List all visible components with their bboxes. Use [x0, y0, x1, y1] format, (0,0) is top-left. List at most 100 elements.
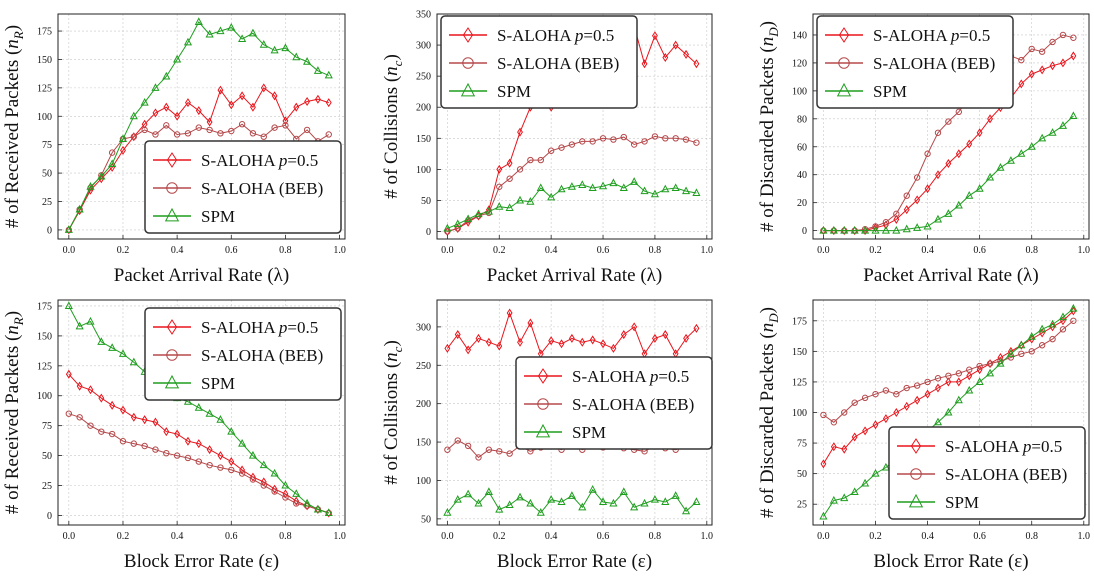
legend-label: SPM — [497, 82, 531, 101]
y-tick-label: 100 — [792, 408, 807, 419]
data-point — [934, 129, 942, 136]
data-point — [227, 22, 236, 31]
data-point — [527, 318, 534, 328]
legend-box — [440, 15, 638, 109]
data-point — [195, 458, 202, 465]
data-point — [474, 498, 483, 507]
data-point — [933, 417, 943, 426]
data-point — [216, 415, 225, 423]
data-point — [861, 478, 870, 487]
series-line — [823, 115, 1074, 232]
data-point — [640, 498, 649, 507]
axes-frame — [57, 13, 346, 240]
legend-label: S-ALOHA (BEB) — [497, 54, 619, 73]
data-point — [945, 159, 952, 169]
data-point — [1070, 34, 1077, 41]
data-point — [270, 468, 279, 477]
axes-frame — [812, 13, 1090, 240]
data-point — [260, 83, 267, 93]
legend-label: SPM — [201, 374, 235, 393]
data-point — [1006, 156, 1015, 164]
legend: S-ALOHA p=0.5 S-ALOHA (BEB) SPM — [888, 426, 1086, 520]
data-point — [954, 200, 963, 209]
y-axis-label: # of Discarded Packets (nD) — [757, 21, 781, 232]
x-axis-label: Packet Arrival Rate (λ) — [863, 265, 1038, 286]
legend-label: S-ALOHA (BEB) — [201, 346, 323, 365]
data-point — [195, 106, 202, 116]
data-point — [238, 438, 247, 447]
data-point — [444, 228, 451, 235]
data-point — [205, 29, 214, 38]
series-area — [819, 31, 1078, 236]
data-point — [882, 220, 889, 230]
data-point — [238, 34, 247, 43]
data-point — [238, 121, 246, 128]
data-point — [985, 172, 995, 181]
data-point — [954, 395, 963, 404]
legend-label: S-ALOHA (BEB) — [201, 179, 323, 198]
data-point — [1070, 51, 1077, 61]
data-point — [141, 442, 148, 450]
data-point — [454, 225, 461, 232]
data-point — [151, 83, 160, 91]
data-point — [228, 127, 235, 135]
x-tick-label: 1.0 — [1078, 245, 1091, 256]
data-point — [872, 390, 879, 398]
x-tick-label: 0.8 — [1025, 245, 1038, 256]
y-tick-label: 120 — [792, 58, 807, 69]
x-tick-label: 0.0 — [63, 245, 76, 256]
data-point — [902, 224, 911, 233]
data-point — [671, 491, 680, 499]
data-point — [619, 183, 628, 192]
legend-label: S-ALOHA p=0.5 — [497, 26, 614, 45]
series-line — [823, 34, 1074, 232]
series-area — [64, 301, 333, 518]
data-point — [506, 158, 513, 168]
data-point — [966, 366, 973, 373]
data-point — [830, 442, 837, 452]
data-point — [924, 389, 931, 399]
data-point — [250, 472, 256, 482]
data-point — [557, 184, 566, 193]
data-point — [651, 133, 659, 140]
data-point — [282, 122, 289, 129]
y-tick-label: 100 — [416, 476, 431, 487]
data-point — [1060, 58, 1066, 68]
x-tick-label: 0.6 — [225, 531, 238, 542]
data-point — [1049, 61, 1056, 71]
data-point — [239, 91, 246, 101]
data-point — [1038, 48, 1046, 55]
x-tick-label: 0.4 — [545, 245, 558, 256]
data-point — [259, 40, 268, 48]
x-axis-label: Packet Arrival Rate (λ) — [114, 265, 289, 286]
y-tick-label: 0 — [426, 227, 431, 238]
data-point — [861, 225, 870, 234]
data-point — [173, 131, 181, 138]
data-point — [945, 377, 952, 387]
y-tick-label: 150 — [416, 438, 431, 449]
data-point — [152, 131, 159, 138]
y-tick-label: 125 — [37, 83, 52, 94]
data-point — [515, 195, 525, 204]
data-point — [661, 497, 670, 505]
data-point — [485, 337, 492, 347]
data-point — [163, 449, 170, 457]
legend-circle-icon — [166, 182, 178, 194]
y-tick-label: 125 — [792, 377, 807, 388]
data-point — [325, 98, 332, 108]
data-point — [872, 420, 879, 430]
y-tick-label: 100 — [37, 112, 52, 123]
data-point — [485, 446, 493, 453]
x-tick-label: 0.0 — [441, 245, 454, 256]
data-point — [195, 124, 202, 131]
y-axis-label: # of Collisions (nc) — [381, 340, 405, 485]
y-tick-label: 80 — [797, 114, 807, 125]
data-point — [588, 485, 597, 493]
data-point — [228, 457, 235, 467]
data-point — [140, 97, 149, 106]
legend-circle-icon — [462, 57, 474, 69]
data-point — [293, 496, 300, 506]
legend-circle-icon — [910, 468, 922, 480]
data-point — [109, 400, 116, 410]
data-point — [841, 409, 848, 416]
